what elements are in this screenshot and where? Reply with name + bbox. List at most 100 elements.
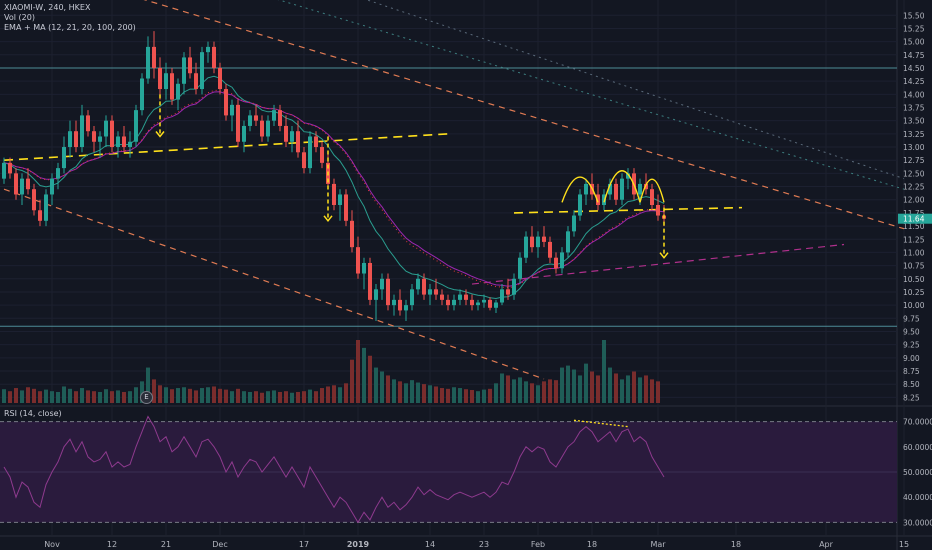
- outer-dotted-line: [365, 0, 905, 180]
- price-axis-label: 14.50: [903, 64, 925, 73]
- candle: [518, 252, 522, 285]
- price-axis-label: 13.00: [903, 143, 925, 152]
- rsi-axis-label: 40.0000: [903, 493, 932, 502]
- candle: [338, 189, 342, 221]
- candle-body: [656, 205, 660, 216]
- volume-bar: [56, 391, 60, 403]
- candle: [236, 99, 240, 148]
- candle: [584, 178, 588, 205]
- ma-legend: EMA + MA (12, 21, 20, 100, 200): [4, 23, 136, 32]
- time-axis-label: 15: [899, 540, 909, 549]
- candle-body: [362, 262, 366, 274]
- candle: [548, 236, 552, 263]
- candle: [404, 299, 408, 321]
- candle: [92, 125, 96, 153]
- candle-body: [644, 183, 648, 190]
- candle-body: [380, 278, 384, 290]
- volume-bar: [146, 367, 150, 403]
- candle-body: [32, 189, 36, 211]
- earnings-event-icon[interactable]: E: [140, 391, 153, 404]
- candle-body: [38, 210, 42, 221]
- candle-body: [44, 194, 48, 221]
- time-axis-label: 18: [731, 540, 741, 549]
- candle-body: [416, 278, 420, 290]
- candle-body: [224, 89, 228, 116]
- symbol-legend: XIAOMI-W, 240, HKEX: [4, 3, 91, 12]
- candle-body: [8, 162, 12, 174]
- candle: [446, 294, 450, 311]
- volume-bar: [134, 387, 138, 403]
- candle: [260, 115, 264, 142]
- candle-body: [638, 183, 642, 195]
- price-axis-label: 11.00: [903, 248, 925, 257]
- candle: [650, 183, 654, 211]
- candle-body: [386, 278, 390, 306]
- volume-bar: [62, 386, 66, 403]
- candle-body: [410, 289, 414, 306]
- volume-bar: [242, 391, 246, 403]
- candle: [374, 284, 378, 321]
- volume-bar: [458, 388, 462, 403]
- volume-bar: [152, 379, 156, 403]
- volume-bar: [374, 367, 378, 403]
- candle: [344, 189, 348, 227]
- candle: [164, 62, 168, 100]
- candle: [302, 147, 306, 174]
- candle-body: [260, 120, 264, 137]
- candle: [32, 183, 36, 216]
- candle-body: [50, 178, 54, 195]
- time-axis-label: Dec: [212, 540, 227, 549]
- candle-body: [86, 115, 90, 132]
- volume-bar: [656, 381, 660, 403]
- candle-body: [446, 299, 450, 306]
- candle-body: [404, 305, 408, 311]
- candle-body: [494, 302, 498, 308]
- candle-body: [164, 73, 168, 90]
- time-axis-label: 21: [161, 540, 171, 549]
- candle-body: [278, 110, 282, 126]
- candle-body: [524, 236, 528, 258]
- price-axis-label: 8.50: [903, 380, 920, 389]
- volume-bar: [194, 390, 198, 403]
- price-axis-label: 15.50: [903, 11, 925, 20]
- price-axis-label: 10.25: [903, 288, 925, 297]
- candle: [50, 173, 54, 205]
- price-axis-label: 9.75: [903, 314, 920, 323]
- volume-bar: [224, 389, 228, 403]
- volume-bar: [74, 391, 78, 403]
- candle-body: [506, 289, 510, 295]
- volume-bar: [542, 381, 546, 403]
- volume-bar: [584, 363, 588, 403]
- volume-bar: [536, 385, 540, 403]
- descending-support-line: [3, 188, 545, 380]
- candle: [488, 297, 492, 311]
- volume-bar: [236, 388, 240, 403]
- volume-bar: [110, 391, 114, 403]
- candle-body: [308, 136, 312, 169]
- price-axis-label: 11.50: [903, 222, 925, 231]
- volume-bar: [212, 386, 216, 403]
- candle: [392, 294, 396, 316]
- last-price-label: 11.64: [903, 215, 925, 224]
- candle-body: [236, 104, 240, 142]
- candle: [20, 173, 24, 205]
- candle: [482, 294, 486, 308]
- candle-body: [566, 231, 570, 253]
- candle: [362, 257, 366, 290]
- volume-bar: [50, 391, 54, 403]
- candle-body: [284, 125, 288, 142]
- candle-body: [74, 131, 78, 148]
- price-axis-label: 13.75: [903, 104, 925, 113]
- candle-body: [452, 299, 456, 306]
- candle-body: [254, 115, 258, 121]
- candle: [452, 294, 456, 311]
- volume-bar: [608, 367, 612, 403]
- candle: [38, 199, 42, 227]
- target-arrow-2: [323, 136, 333, 223]
- volume-bar: [80, 388, 84, 403]
- volume-bar: [266, 391, 270, 403]
- time-axis-label: 14: [425, 540, 435, 549]
- volume-bar: [206, 387, 210, 403]
- time-axis-label: 2019: [347, 540, 370, 549]
